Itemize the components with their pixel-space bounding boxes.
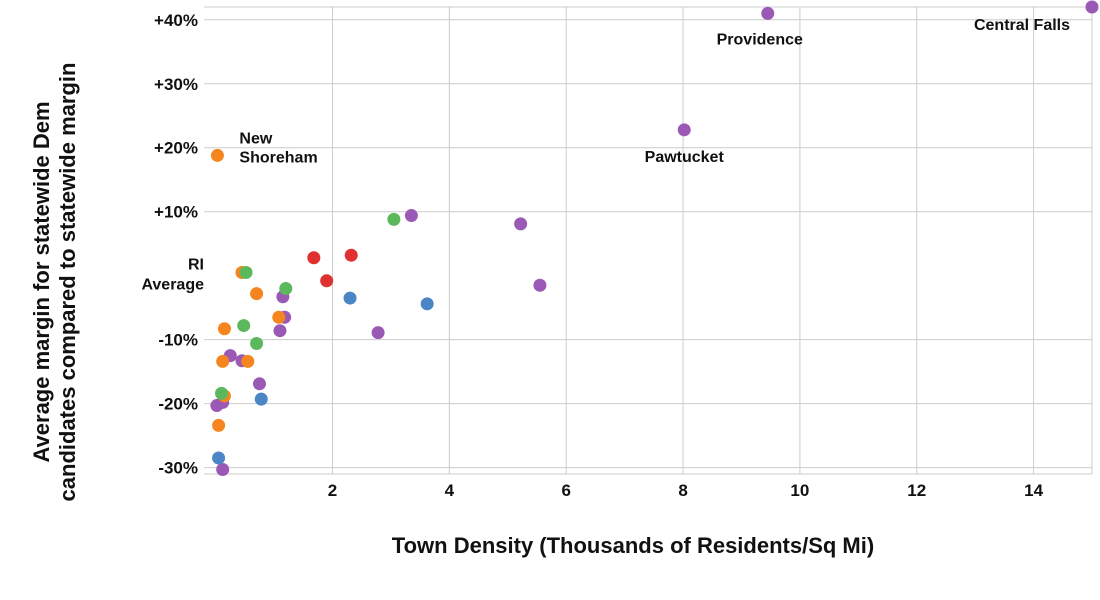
- data-point-purple: [677, 123, 691, 137]
- x-tick-label: 8: [678, 481, 687, 500]
- data-point-purple: [533, 278, 547, 292]
- data-point-green: [387, 212, 401, 226]
- data-point-purple: [216, 463, 230, 477]
- y-axis-title-line-2: candidates compared to statewide margin: [55, 63, 80, 502]
- data-point-purple: [210, 399, 224, 413]
- data-point-blue: [254, 392, 268, 406]
- data-point-green: [250, 336, 264, 350]
- annotation-new-shoreham-line: New: [239, 130, 272, 147]
- data-point-purple: [1085, 0, 1099, 14]
- annotation-providence-line: Providence: [717, 31, 803, 48]
- data-point-orange: [210, 148, 224, 162]
- data-point-red: [320, 274, 334, 288]
- y-tick-label: +10%: [154, 203, 198, 222]
- annotation-new-shoreham: New Shoreham: [239, 130, 317, 166]
- data-point-green: [237, 319, 251, 333]
- data-point-purple: [273, 324, 287, 338]
- data-points: [210, 0, 1099, 477]
- x-tick-label: 4: [445, 481, 455, 500]
- y-tick-label: -10%: [158, 331, 198, 350]
- data-point-blue: [420, 297, 434, 311]
- x-tick-label: 10: [790, 481, 809, 500]
- data-point-blue: [212, 451, 226, 465]
- y-tick-label: -20%: [158, 395, 198, 414]
- x-axis-title: Town Density (Thousands of Residents/Sq …: [392, 533, 874, 558]
- annotation-ri-average: RI Average: [141, 257, 204, 294]
- annotation-pawtucket: Pawtucket: [645, 149, 725, 166]
- data-point-green: [279, 281, 293, 295]
- data-point-purple: [761, 6, 775, 20]
- data-point-red: [307, 251, 321, 265]
- annotation-central-falls-line: Central Falls: [974, 17, 1070, 34]
- annotation-new-shoreham-line: Shoreham: [239, 149, 317, 166]
- annotations: Providence Central Falls Pawtucket New Shore…: [141, 17, 1070, 294]
- annotation-providence: Providence: [717, 31, 803, 48]
- y-tick-label: +40%: [154, 11, 198, 30]
- data-point-purple: [253, 377, 266, 391]
- data-point-orange: [272, 310, 286, 324]
- y-axis-title: Average margin for statewide Dem candida…: [29, 63, 80, 502]
- y-axis-title-line-1: Average margin for statewide Dem: [29, 101, 54, 462]
- annotation-ri-average-line: Average: [141, 277, 204, 294]
- y-tick-label: +30%: [154, 75, 198, 94]
- x-axis-ticks: 2 4 6 8 10 12 14: [328, 481, 1044, 500]
- grid: [204, 6, 1093, 475]
- x-tick-label: 2: [328, 481, 337, 500]
- annotation-central-falls: Central Falls: [974, 17, 1070, 34]
- x-tick-label: 14: [1024, 481, 1043, 500]
- data-point-green: [239, 265, 253, 279]
- x-tick-label: 6: [561, 481, 570, 500]
- data-point-red: [344, 248, 358, 262]
- data-point-blue: [343, 291, 357, 305]
- data-point-orange: [217, 322, 231, 336]
- data-point-orange: [212, 418, 226, 432]
- data-point-purple: [371, 326, 385, 340]
- data-point-purple: [404, 209, 418, 223]
- y-axis-ticks: +40% +30% +20% +10% -10% -20% -30%: [154, 11, 198, 478]
- annotation-ri-average-line: RI: [188, 257, 204, 274]
- data-point-orange: [241, 354, 255, 368]
- data-point-orange: [216, 354, 230, 368]
- data-point-purple: [514, 217, 528, 231]
- annotation-pawtucket-line: Pawtucket: [645, 149, 725, 166]
- data-point-orange: [250, 287, 264, 301]
- y-tick-label: +20%: [154, 139, 198, 158]
- y-tick-label: -30%: [158, 459, 198, 478]
- x-tick-label: 12: [907, 481, 926, 500]
- data-point-green: [215, 386, 229, 400]
